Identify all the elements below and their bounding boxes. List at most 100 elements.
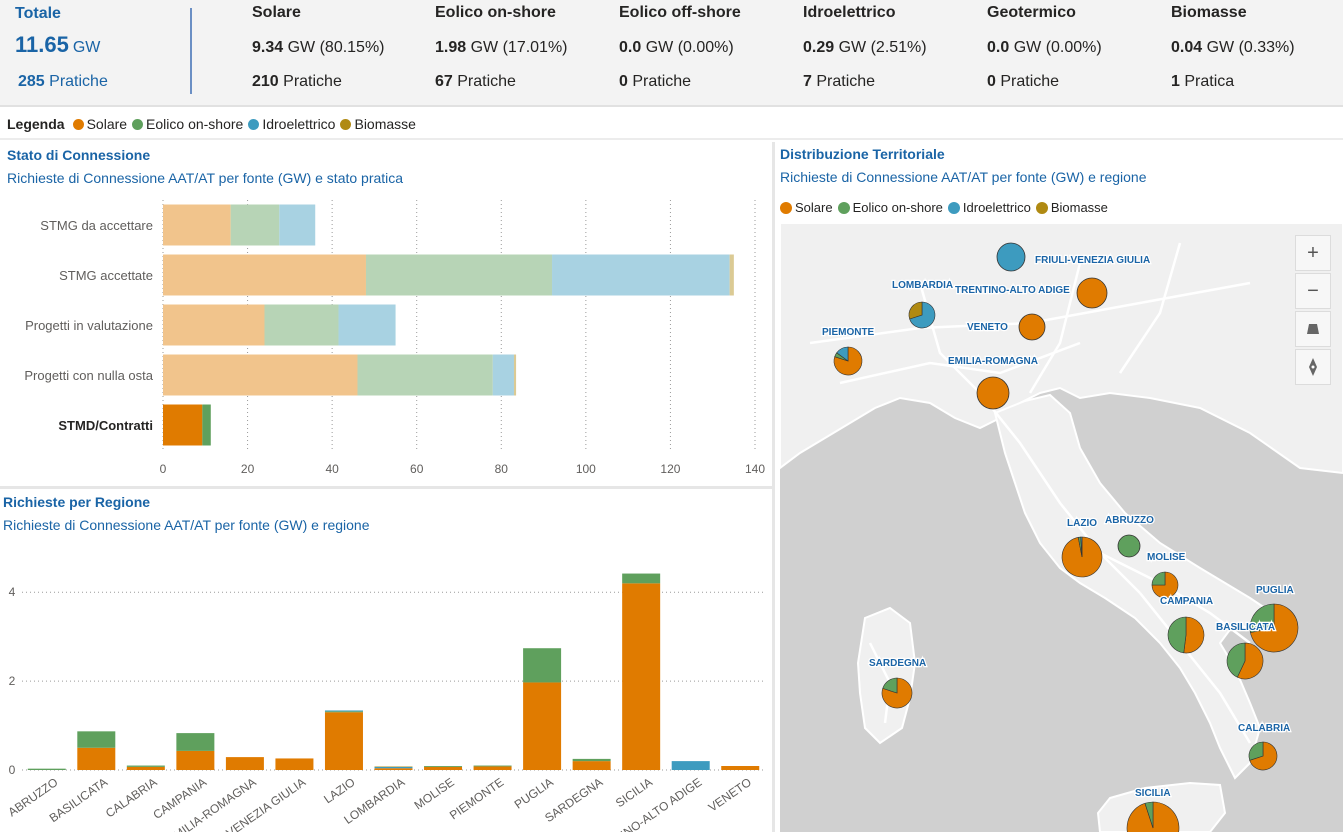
y-category-label: Progetti in valutazione [25, 318, 153, 333]
kpi-card-value: 0.29 GW (2.51%) [803, 39, 927, 57]
bar-segment[interactable] [374, 766, 413, 769]
pie-slice [1080, 536, 1083, 558]
bar-segment[interactable] [77, 731, 116, 748]
bar-segment[interactable] [424, 766, 463, 767]
region-pie[interactable] [1117, 534, 1141, 558]
bar-segment[interactable] [622, 573, 661, 584]
bar-segment[interactable] [225, 757, 264, 770]
bar-segment[interactable] [365, 254, 553, 296]
bar-segment[interactable] [324, 711, 363, 713]
bar-segment[interactable] [671, 761, 710, 770]
kpi-card-pratiche-count: 67 [435, 73, 453, 90]
map-legend-item-idro[interactable]: Idroelettrico [947, 200, 1031, 215]
bar-segment[interactable] [357, 354, 493, 396]
zoom-out-button[interactable]: − [1295, 273, 1331, 309]
region-pie[interactable] [833, 346, 863, 376]
kpi-bar: Totale 11.65 GW 285 Pratiche Solare 9.34 … [0, 0, 1343, 107]
bar-segment[interactable] [324, 712, 363, 770]
stato-panel-title: Stato di Connessione [7, 147, 151, 163]
pie-slice [1151, 571, 1166, 586]
region-pie[interactable] [1151, 571, 1179, 599]
italy-map[interactable]: FRIULI-VENEZIA GIULIA LOMBARDIA TRENTINO-A… [780, 223, 1343, 832]
kpi-card-pratiche-label: Pratiche [816, 73, 876, 90]
legend-item-eolico[interactable]: Eolico on-shore [132, 116, 243, 132]
mappa-panel-title: Distribuzione Territoriale [780, 146, 945, 162]
bar-segment[interactable] [324, 710, 363, 712]
bar-segment[interactable] [492, 354, 514, 396]
compass-icon [1309, 358, 1317, 376]
bar-segment[interactable] [721, 766, 760, 770]
bar-segment[interactable] [338, 304, 396, 346]
region-pie[interactable] [1018, 313, 1046, 341]
region-pie[interactable] [1076, 277, 1108, 309]
legend-item-biomasse[interactable]: Biomasse [340, 116, 416, 132]
bar-segment[interactable] [622, 583, 661, 770]
region-pie[interactable] [1249, 603, 1299, 653]
bar-segment[interactable] [513, 354, 517, 396]
region-pie[interactable] [1126, 801, 1180, 832]
kpi-card-title: Solare [252, 4, 301, 21]
bar-segment[interactable] [176, 733, 215, 751]
bar-segment[interactable] [523, 648, 562, 683]
map-controls: + − [1295, 235, 1331, 387]
tilt-button[interactable] [1295, 311, 1331, 347]
bar-segment[interactable] [473, 766, 512, 770]
kpi-card-pratiche-count: 210 [252, 73, 279, 90]
kpi-card-unit: GW (2.51%) [838, 39, 927, 56]
region-pie[interactable] [996, 242, 1026, 272]
bar-segment[interactable] [374, 768, 413, 770]
region-label: EMILIA-ROMAGNA [948, 356, 1038, 367]
bar-segment[interactable] [279, 204, 316, 246]
map-legend-item-solare[interactable]: Solare [780, 200, 833, 215]
pie-slice [1236, 642, 1264, 680]
region-pie[interactable] [1226, 642, 1264, 680]
legend-label: Solare [86, 116, 128, 132]
bar-segment[interactable] [176, 750, 215, 770]
bar-segment[interactable] [126, 765, 165, 767]
bar-segment[interactable] [163, 354, 358, 396]
bar-segment[interactable] [163, 404, 203, 446]
bar-segment[interactable] [473, 765, 512, 767]
bar-segment[interactable] [163, 204, 231, 246]
bar-segment[interactable] [163, 304, 265, 346]
bar-segment[interactable] [424, 766, 463, 770]
region-pie[interactable] [908, 301, 936, 329]
bar-segment[interactable] [163, 254, 366, 296]
legend-dot-icon [837, 201, 850, 214]
bar-segment[interactable] [552, 254, 730, 296]
bar-segment[interactable] [202, 404, 211, 446]
pie-slice [1117, 534, 1141, 558]
map-legend-item-eolico[interactable]: Eolico on-shore [837, 200, 943, 215]
road [1118, 242, 1182, 374]
bar-segment[interactable] [572, 761, 611, 770]
region-label: FRIULI-VENEZIA GIULIA [1035, 255, 1150, 266]
bar-segment[interactable] [27, 768, 66, 770]
bar-segment[interactable] [275, 758, 314, 770]
region-pie[interactable] [1061, 536, 1103, 578]
legend-item-solare[interactable]: Solare [72, 116, 128, 132]
compass-button[interactable] [1295, 349, 1331, 385]
legend-item-idro[interactable]: Idroelettrico [248, 116, 335, 132]
bar-segment[interactable] [523, 682, 562, 770]
x-category-label: PUGLIA [512, 775, 556, 812]
map-canvas[interactable]: FRIULI-VENEZIA GIULIA LOMBARDIA TRENTINO-A… [780, 223, 1343, 832]
bar-segment[interactable] [126, 766, 165, 770]
region-pie[interactable] [881, 677, 913, 709]
bar-segment[interactable] [729, 254, 734, 296]
bar-segment[interactable] [77, 747, 116, 770]
pie-slice [1126, 801, 1180, 832]
kpi-card-pratiche: 210 Pratiche [252, 73, 342, 91]
bar-segment[interactable] [264, 304, 339, 346]
x-tick-label: 120 [660, 462, 680, 476]
map-legend-item-biomasse[interactable]: Biomasse [1035, 200, 1108, 215]
region-pie[interactable] [976, 376, 1010, 410]
x-category-label: SICILIA [613, 775, 655, 810]
bar-segment[interactable] [230, 204, 280, 246]
bar-segment[interactable] [572, 758, 611, 762]
zoom-in-button[interactable]: + [1295, 235, 1331, 271]
region-pie[interactable] [1248, 741, 1278, 771]
pie-slice [996, 242, 1026, 272]
region-pie[interactable] [1167, 616, 1205, 654]
stato-connessione-chart: 0 20 40 60 80 100 120 140 STMG da accettare STMG … [24, 200, 765, 476]
